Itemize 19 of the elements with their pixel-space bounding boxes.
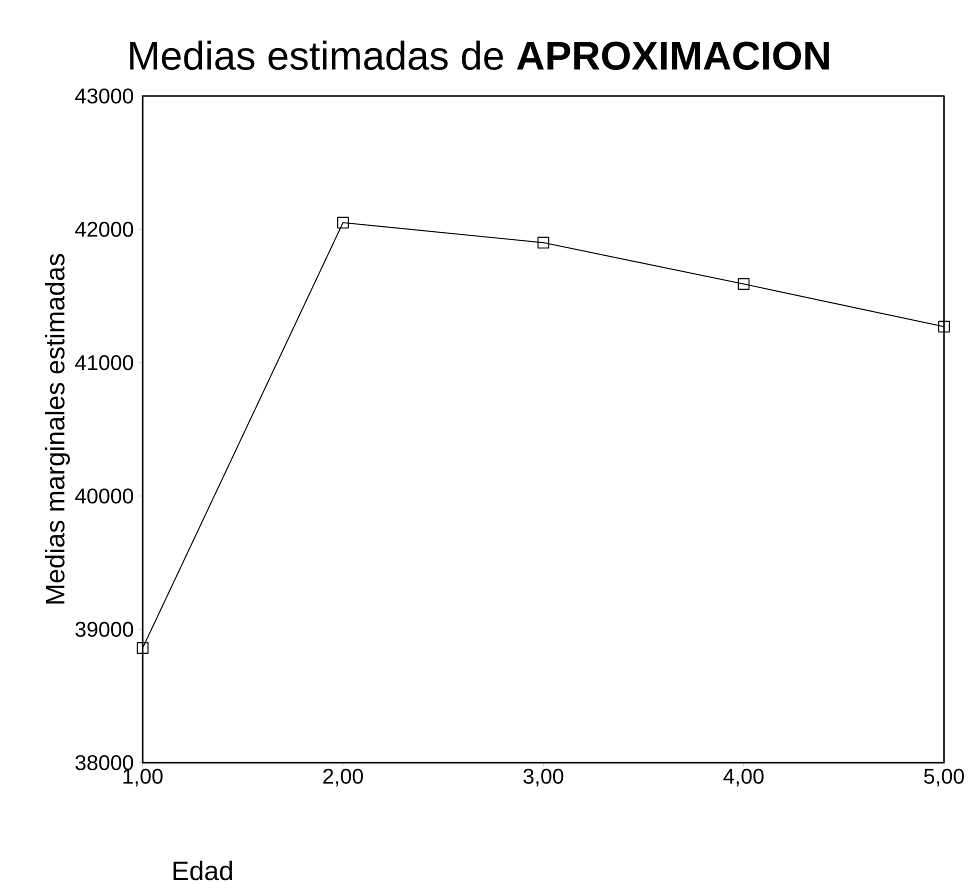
- y-tick-label: 42000: [75, 222, 134, 237]
- point: [537, 236, 550, 249]
- y-axis-title: Medias marginales estimadas: [44, 254, 70, 604]
- chart-title: Medias estimadas de APROXIMACION: [130, 40, 829, 70]
- x-tick-label: 4,00: [723, 768, 764, 786]
- x-tick-label: 1,00: [124, 768, 163, 786]
- x-tick-label: 2,00: [323, 768, 363, 786]
- x-tick-label: 3,00: [523, 768, 564, 786]
- x-axis-title: Edad: [174, 860, 232, 880]
- y-tick-label: 40000: [75, 488, 134, 504]
- point: [938, 320, 950, 333]
- y-tick-label: 43000: [75, 88, 134, 104]
- y-tick-label: 38000: [75, 755, 134, 770]
- point: [337, 216, 349, 229]
- y-tick-label: 41000: [75, 355, 134, 370]
- x-tick-label: 5,00: [924, 768, 964, 786]
- point: [136, 642, 149, 654]
- point: [738, 278, 750, 290]
- y-tick-label: 39000: [75, 622, 134, 637]
